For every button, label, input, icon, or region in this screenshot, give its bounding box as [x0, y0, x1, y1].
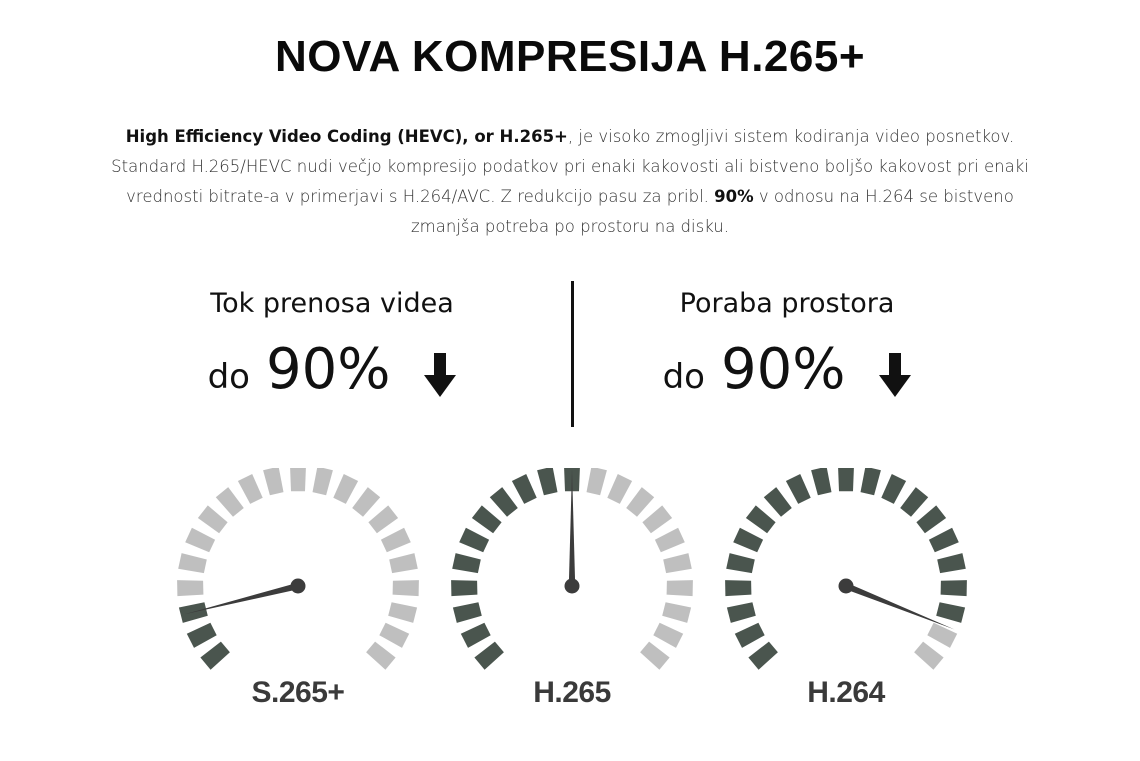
intro-bold-lead: High Efficiency Video Coding (HEVC), or …	[125, 127, 568, 146]
gauge-hub	[838, 578, 854, 594]
gauge-segment	[666, 580, 693, 597]
gauge-segment	[881, 474, 907, 504]
stat-value-row: do 90%	[102, 337, 562, 407]
arrow-down-icon	[879, 353, 912, 397]
gauge-h264: H.264	[721, 468, 971, 728]
arrow-down-icon	[424, 353, 457, 397]
gauge-dial	[177, 468, 419, 670]
stat-value: 90%	[265, 337, 391, 402]
gauge-segment	[733, 527, 764, 553]
gauge-dial	[725, 468, 967, 670]
gauge-segment	[860, 468, 881, 496]
gauge-segment	[263, 468, 284, 496]
gauge-needle	[844, 583, 955, 630]
gauge-label: S.265+	[251, 676, 345, 709]
gauge-segment	[511, 474, 537, 504]
stat-prefix: do	[662, 357, 705, 397]
gauge-segment	[607, 474, 633, 504]
gauge-segment	[460, 622, 491, 648]
stat-storage: Poraba prostora do 90%	[557, 288, 1017, 407]
intro-text-1: , je visoko zmogljivi sistem kodiranja v…	[111, 127, 1029, 206]
gauge-segment	[763, 487, 792, 517]
intro-text-2: v odnosu na H.264 se bistveno zmanjša po…	[411, 187, 1014, 236]
gauge-segment	[290, 468, 306, 492]
gauge-segment	[333, 474, 359, 504]
stat-label: Tok prenosa videa	[210, 288, 454, 319]
stat-value: 90%	[720, 337, 846, 402]
stat-prefix: do	[207, 357, 250, 397]
intro-bold-percent: 90%	[714, 187, 754, 206]
gauge-segment	[900, 487, 929, 517]
stats-divider	[571, 281, 574, 427]
gauge-segment	[197, 505, 228, 534]
gauge-segment	[451, 580, 478, 597]
page-title: NOVA KOMPRESIJA H.265+	[274, 32, 866, 81]
gauge-segment	[177, 580, 204, 597]
gauge-segment	[178, 602, 208, 623]
gauge-segment	[928, 527, 959, 553]
gauge-h265: H.265	[447, 468, 697, 728]
gauge-segment	[459, 527, 490, 553]
gauge-segment	[626, 487, 655, 517]
gauge-segment	[366, 641, 396, 670]
gauge-label: H.264	[807, 676, 885, 709]
gauge-segment	[785, 474, 811, 504]
gauge-needle	[568, 469, 576, 586]
gauge-segment	[215, 487, 244, 517]
gauge-segment	[663, 553, 692, 574]
gauge-segment	[452, 553, 481, 574]
gauge-label: H.265	[533, 676, 611, 709]
stat-label: Poraba prostora	[679, 288, 895, 319]
gauge-needle	[184, 582, 299, 615]
gauge-segment	[389, 553, 418, 574]
gauge-segment	[653, 622, 684, 648]
gauge-segment	[489, 487, 518, 517]
gauge-segment	[200, 641, 230, 670]
gauge-segment	[734, 622, 765, 648]
gauge-dial	[451, 468, 693, 670]
gauge-segment	[936, 602, 966, 623]
gauge-s265plus: S.265+	[173, 468, 423, 728]
gauge-segment	[380, 527, 411, 553]
gauge-segment	[474, 641, 504, 670]
stat-value-row: do 90%	[557, 337, 1017, 407]
gauge-segment	[927, 622, 958, 648]
gauge-segment	[388, 602, 418, 623]
gauge-segment	[745, 505, 776, 534]
gauge-segment	[654, 527, 685, 553]
gauge-segment	[937, 553, 966, 574]
gauge-segment	[662, 602, 692, 623]
gauge-segment	[838, 468, 854, 492]
gauge-segment	[940, 580, 967, 597]
gauge-segment	[586, 468, 607, 496]
gauge-segment	[640, 641, 670, 670]
gauge-segment	[452, 602, 482, 623]
gauge-hub	[564, 578, 580, 594]
gauge-segment	[916, 505, 947, 534]
gauge-segment	[352, 487, 381, 517]
intro-paragraph: High Efficiency Video Coding (HEVC), or …	[110, 122, 1030, 242]
gauge-segment	[642, 505, 673, 534]
gauge-segment	[537, 468, 558, 496]
gauge-segment	[185, 527, 216, 553]
gauge-segment	[811, 468, 832, 496]
gauge-segment	[392, 580, 419, 597]
gauge-segment	[368, 505, 399, 534]
stat-bandwidth: Tok prenosa videa do 90%	[102, 288, 562, 407]
gauge-segment	[312, 468, 333, 496]
gauge-segment	[726, 553, 755, 574]
gauge-segment	[471, 505, 502, 534]
gauge-segment	[914, 641, 944, 670]
gauge-segment	[725, 580, 752, 597]
gauge-segment	[748, 641, 778, 670]
gauge-segment	[379, 622, 410, 648]
gauge-segment	[237, 474, 263, 504]
gauge-segment	[726, 602, 756, 623]
gauge-segment	[178, 553, 207, 574]
gauge-hub	[290, 578, 306, 594]
gauge-segment	[186, 622, 217, 648]
